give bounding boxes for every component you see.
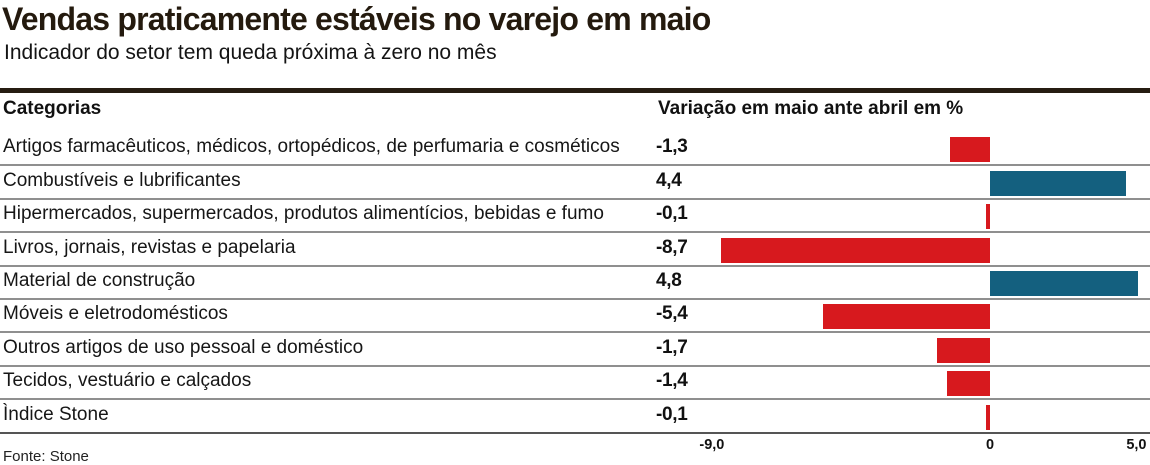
negative-bar [823,304,990,330]
category-label: Material de construção [3,269,196,291]
negative-bar [986,404,990,430]
negative-bar [937,337,990,363]
source-note: Fonte: Stone [3,448,89,465]
table-row: Combustíveis e lubrificantes 4,4 [0,166,1150,200]
page-title: Vendas praticamente estáveis no varejo e… [2,1,711,37]
header-rule [0,88,1150,93]
positive-bar [990,270,1139,296]
table-row: Tecidos, vestuário e calçados -1,4 [0,367,1150,401]
value-label: 4,4 [656,169,682,191]
table-row: Outros artigos de uso pessoal e doméstic… [0,333,1150,367]
value-label: -1,4 [656,370,688,392]
negative-bar [949,137,990,163]
categories-column-header: Categorias [3,98,102,119]
page-subtitle: Indicador do setor tem queda próxima à z… [4,41,497,64]
axis-tick-label: -9,0 [699,437,725,453]
negative-bar [986,204,990,230]
table-row: Livros, jornais, revistas e papelaria -8… [0,233,1150,267]
value-label: -0,1 [656,403,688,425]
table-row: Ìndice Stone -0,1 [0,400,1150,434]
table-row: Hipermercados, supermercados, produtos a… [0,200,1150,234]
table-row: Material de construção 4,8 [0,267,1150,300]
table-row: Móveis e eletrodomésticos -5,4 [0,300,1150,334]
negative-bar [946,371,990,397]
value-label: -8,7 [656,236,688,258]
category-label: Artigos farmacêuticos, médicos, ortopédi… [3,136,620,158]
category-label: Tecidos, vestuário e calçados [3,370,252,392]
category-label: Combustíveis e lubrificantes [3,169,241,191]
category-label: Móveis e eletrodomésticos [3,303,228,325]
category-label: Hipermercados, supermercados, produtos a… [3,203,604,225]
value-label: 4,8 [656,269,682,291]
variation-column-header: Variação em maio ante abril em % [658,98,964,119]
negative-bar [721,237,990,263]
axis-tick-label: 0 [985,437,995,453]
table-row: Artigos farmacêuticos, médicos, ortopédi… [0,133,1150,167]
value-label: -1,7 [656,336,688,358]
category-label: Outros artigos de uso pessoal e doméstic… [3,336,364,358]
category-label: Ìndice Stone [3,403,109,425]
axis-tick-label: 5,0 [1126,437,1147,453]
chart-rows: Artigos farmacêuticos, médicos, ortopédi… [0,133,1150,434]
value-label: -0,1 [656,203,688,225]
x-axis: -9,0 0 5,0 [0,437,1150,455]
value-label: -1,3 [656,136,688,158]
table-header: Categorias Variação em maio ante abril e… [0,98,1150,128]
value-label: -5,4 [656,303,688,325]
category-label: Livros, jornais, revistas e papelaria [3,236,296,258]
positive-bar [990,170,1126,196]
